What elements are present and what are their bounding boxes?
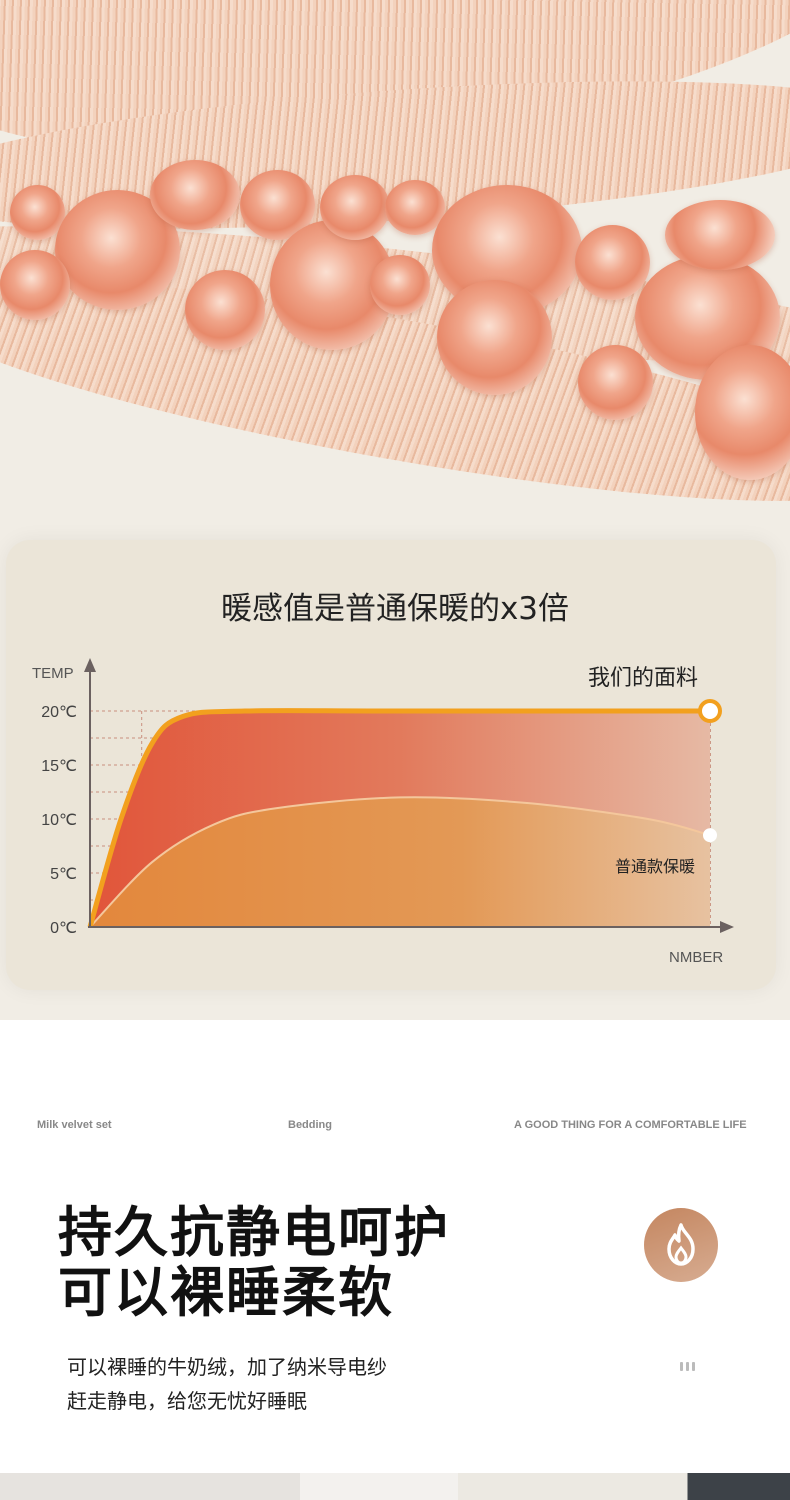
y-tick-label: 10℃ xyxy=(41,812,77,829)
headline-line: 可以裸睡柔软 xyxy=(58,1261,394,1324)
y-axis-arrow xyxy=(84,658,96,672)
endpoint-ours xyxy=(698,699,722,723)
label-milk-velvet: Milk velvet set xyxy=(37,1119,112,1131)
y-tick-label: 5℃ xyxy=(50,866,77,883)
fire-icon xyxy=(644,1208,718,1282)
y-tick-label: 20℃ xyxy=(41,704,77,721)
label-slogan: A GOOD THING FOR A COMFORTABLE LIFE xyxy=(514,1119,747,1131)
y-tick-label: 15℃ xyxy=(41,758,77,775)
x-axis-arrow xyxy=(720,921,734,933)
endpoint-normal xyxy=(703,828,717,843)
more-indicator-icon xyxy=(680,1362,695,1371)
description: 可以裸睡的牛奶绒，加了纳米导电纱 赶走静电，给您无忧好睡眠 xyxy=(67,1350,387,1418)
description-line: 赶走静电，给您无忧好睡眠 xyxy=(67,1389,307,1413)
headline: 持久抗静电呵护 可以裸睡柔软 xyxy=(58,1203,450,1323)
series-area-normal xyxy=(90,797,710,927)
product-photo-strip xyxy=(0,1473,790,1500)
series-label-normal: 普通款保暖 xyxy=(615,857,696,876)
y-tick-label: 0℃ xyxy=(50,920,77,937)
chart-title: 暖感值是普通保暖的x3倍 xyxy=(220,591,570,627)
warmth-chart: TEMP NMBER 0℃ 5℃ 10℃ 15℃ 20℃ xyxy=(32,658,734,966)
label-bedding: Bedding xyxy=(288,1119,332,1131)
y-axis-label: TEMP xyxy=(32,665,74,682)
series-line-ours xyxy=(87,708,710,928)
series-label-ours: 我们的面料 xyxy=(588,666,699,691)
description-line: 可以裸睡的牛奶绒，加了纳米导电纱 xyxy=(67,1355,387,1379)
series-line-normal xyxy=(89,796,711,928)
headline-line: 持久抗静电呵护 xyxy=(58,1201,450,1264)
x-axis-label: NMBER xyxy=(669,949,723,966)
